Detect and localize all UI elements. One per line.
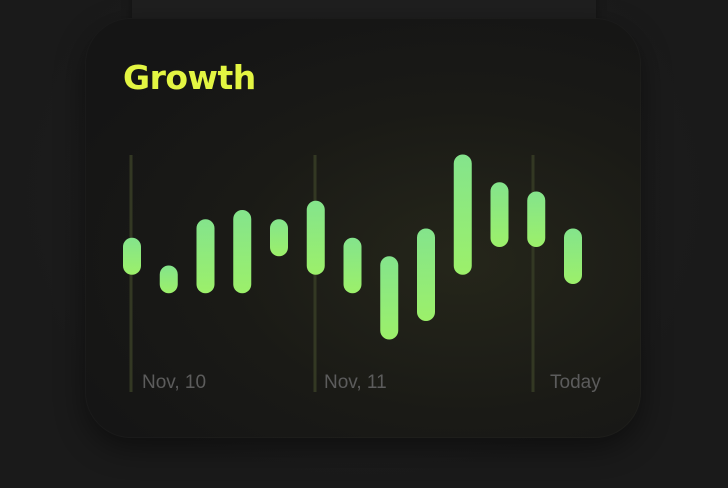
range-bar-7 xyxy=(343,237,362,294)
range-bar-9 xyxy=(417,228,435,321)
range-bar-10 xyxy=(453,154,472,275)
date-label-3: Today xyxy=(550,372,601,393)
range-bar-6 xyxy=(306,200,325,275)
range-bar-11 xyxy=(490,182,509,247)
range-bar-3 xyxy=(196,219,215,294)
range-bar-1 xyxy=(123,237,141,275)
date-label-1: Nov, 10 xyxy=(142,372,206,393)
widget-title: Growth xyxy=(123,58,256,97)
date-marker-lines xyxy=(129,155,535,392)
range-bars xyxy=(123,154,582,340)
range-bar-8 xyxy=(380,256,399,340)
range-bar-12 xyxy=(527,191,546,247)
range-bar-2 xyxy=(159,265,178,294)
date-labels: Nov, 10 Nov, 11 Today xyxy=(142,372,601,393)
growth-chart: Nov, 10 Nov, 11 Today xyxy=(123,154,601,393)
growth-widget-card[interactable]: Growth Nov, 10 Nov, 11 Today xyxy=(85,18,641,438)
date-label-2: Nov, 11 xyxy=(324,372,387,393)
range-bar-4 xyxy=(233,210,252,294)
range-bar-13 xyxy=(564,228,582,284)
range-bar-5 xyxy=(270,219,288,257)
